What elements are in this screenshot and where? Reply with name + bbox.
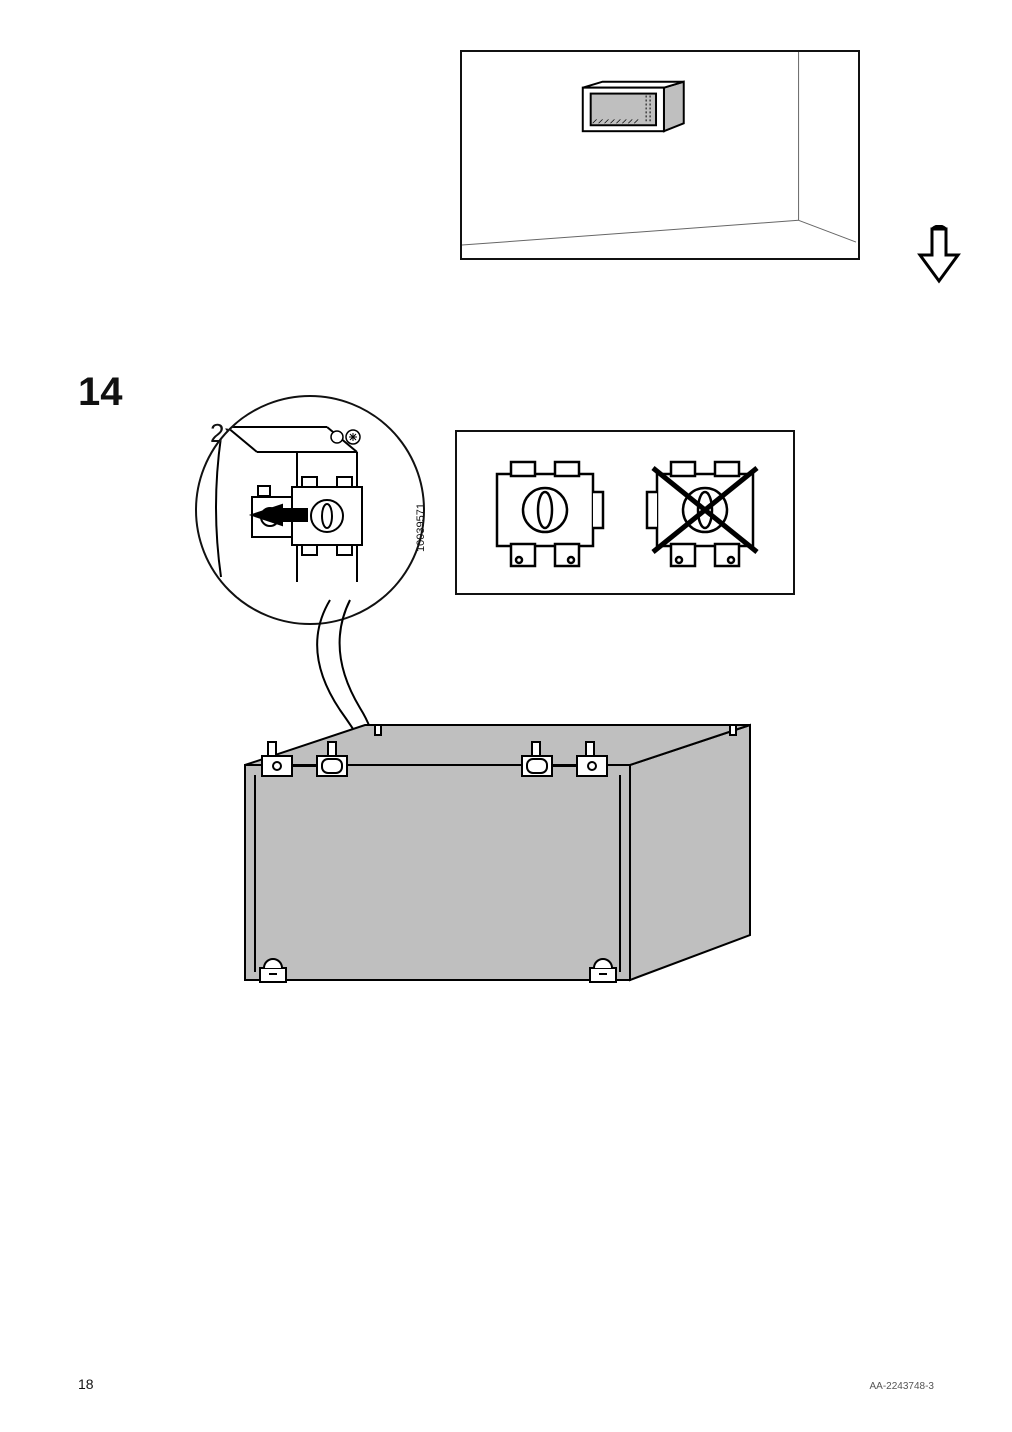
part-number-label: 10039571 [415,503,427,552]
cabinet-svg [230,720,755,1000]
orientation-panel [455,430,795,595]
page-number: 18 [78,1376,94,1392]
room-context-panel [460,50,860,260]
room-illustration [462,52,858,260]
down-arrow-icon [914,225,964,285]
cabinet-illustration [230,720,755,1000]
document-id: AA-2243748-3 [870,1381,935,1392]
orientation-illustration [457,432,797,597]
page: 14 [0,0,1012,1432]
step-number: 14 [78,370,123,415]
